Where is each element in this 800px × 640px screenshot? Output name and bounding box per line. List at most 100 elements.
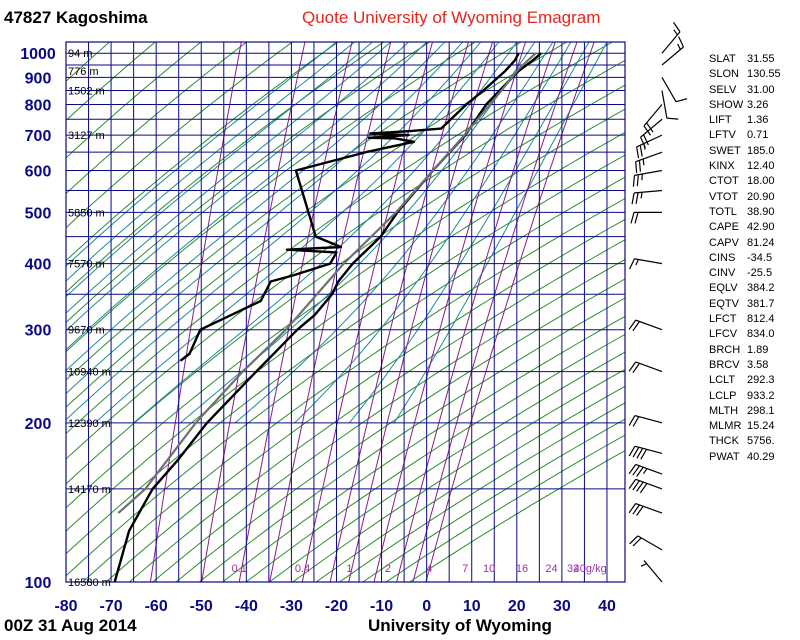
wind-barb-staff [634,445,663,455]
index-row: MLTH 298.1 [709,404,781,419]
index-value: 81.24 [747,236,775,249]
index-key: SWET [709,144,741,157]
wind-barb-feather [636,174,639,187]
dry-adiabat-line [198,297,625,582]
wind-barb-feather [628,464,637,475]
dewpoint-line [179,52,520,362]
index-key: MLTH [709,404,739,417]
index-row: TOTL 38.90 [709,205,781,220]
wind-barb-half-feather [640,563,647,567]
index-key: LCLT [709,374,736,387]
university-credit: University of Wyoming [368,616,552,635]
index-value: 185.0 [747,144,775,157]
dry-adiabat-line [66,42,293,229]
temperature-tick-label: 30 [553,598,571,615]
index-value: 38.90 [747,205,775,218]
wind-barb-feather [636,448,644,459]
wind-barb-feather [632,416,640,427]
index-value: 292.3 [747,374,775,387]
pressure-tick-label: 700 [25,128,52,145]
wind-barb-staff [635,502,663,514]
moist-adiabat-line [349,42,590,424]
index-row: SELV 31.00 [709,83,781,98]
index-value: 298.1 [747,404,775,417]
dry-adiabat-line [66,42,202,159]
index-value: 1.89 [747,343,769,356]
index-value: -34.5 [747,251,773,264]
index-value: 834.0 [747,328,775,341]
moist-adiabat-line [234,42,554,424]
index-key: SELV [709,83,737,96]
mixing-ratio-line [149,42,242,582]
height-label: 10940 m [68,367,111,379]
moist-adiabat-line [66,42,355,282]
index-value: 15.24 [747,420,775,433]
dry-adiabat-line [175,278,625,582]
grid-layer [65,41,626,583]
wind-barb [628,319,663,332]
height-label: 3127 m [68,130,105,142]
index-row: EQLV 384.2 [709,281,781,296]
index-row: LCLP 933.2 [709,389,781,404]
height-label: 7570 m [68,259,105,271]
pressure-tick-label: 1000 [20,46,56,63]
wind-barb-feather [631,192,635,205]
wind-barb [628,502,663,516]
index-row: LFCT 812.4 [709,312,781,327]
wind-barb-feather [630,212,635,224]
wind-barb-feather [638,160,641,172]
dry-adiabat-line [66,42,522,381]
wind-barb-staff [661,46,684,66]
index-row: LCLT 292.3 [709,373,781,388]
index-key: CTOT [709,175,739,188]
index-key: SLON [709,68,739,81]
dry-adiabat-line [66,108,625,509]
wind-barb-feather [678,36,684,48]
wind-barb-feather [643,125,651,136]
wind-barb-staff [635,361,663,373]
mixing-ratio-label: 1 [346,563,352,575]
moist-adiabat-line [133,42,518,424]
index-row: THCK 5756. [709,434,781,449]
wind-barb [628,463,663,477]
temperature-tick-label: -70 [100,598,123,615]
mixing-ratio-label: 0.1 [232,563,247,575]
wind-barb-staff [661,90,668,119]
parcel-line [117,52,537,514]
index-key: LIFT [709,114,732,127]
index-key: CINV [709,267,736,280]
moist-adiabat-line [66,42,337,267]
pressure-tick-label: 100 [25,575,52,592]
wind-barb-feather [636,505,644,516]
index-row: LIFT 1.36 [709,113,781,128]
index-key: LFCT [709,313,737,326]
index-key: LFTV [709,129,736,142]
pressure-tick-label: 200 [25,416,52,433]
wind-barb-staff [637,535,663,551]
temperature-tick-label: -50 [190,598,213,615]
stability-indices-list: SLAT 31.55 SLON 130.55 SELV 31.00 SHOW 3.26 LIFT… [709,52,781,465]
wind-barb [629,258,663,270]
dry-adiabat-line [128,239,625,582]
temperature-tick-label: 40 [598,598,616,615]
moist-adiabat-line [66,42,409,332]
wind-barb-staff [635,463,663,475]
wind-barb [631,189,663,205]
temperature-tick-label: -80 [54,598,77,615]
wind-barb-staff [643,560,663,583]
index-row: VTOT 20.90 [709,190,781,205]
index-value: 20.90 [747,190,775,203]
mixing-ratio-label: 24 [545,563,557,575]
dry-adiabat-line [269,351,625,582]
mixing-ratio-label: 7 [462,563,468,575]
temperature-tick-label: 10 [463,598,481,615]
moist-adiabat-line [66,42,464,395]
wind-barb-feather [639,483,648,494]
mixing-ratio-label: 2 [385,563,391,575]
wind-barb-staff [635,151,663,163]
wind-barb-staff [634,189,663,194]
index-key: THCK [709,435,739,448]
pressure-tick-label: 400 [25,257,52,274]
wind-barb-feather [628,319,637,330]
index-key: VTOT [709,190,739,203]
